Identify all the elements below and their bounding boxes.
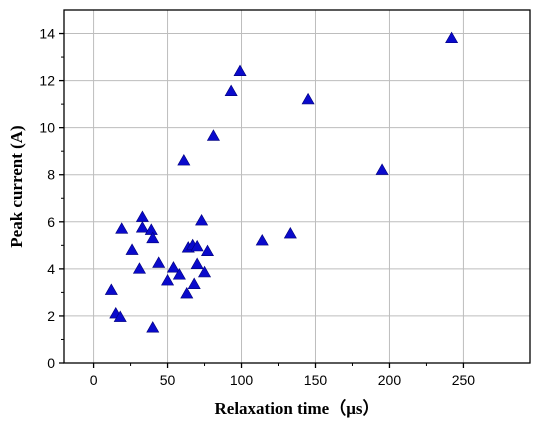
data-point	[200, 244, 215, 257]
data-point	[190, 239, 204, 252]
data-point	[172, 268, 186, 280]
data-point	[125, 243, 139, 255]
plot-area-frame	[63, 9, 531, 364]
y-tick-label: 12	[39, 73, 55, 89]
data-point	[224, 84, 238, 96]
y-tick-label: 2	[47, 308, 55, 324]
data-point	[166, 261, 180, 273]
data-point	[132, 262, 146, 274]
y-tick-label: 8	[47, 167, 55, 183]
y-tick-label: 6	[47, 214, 55, 230]
x-tick-label: 50	[160, 372, 176, 388]
data-point	[195, 214, 209, 226]
y-tick-label: 0	[47, 355, 55, 371]
data-point	[135, 221, 149, 233]
y-tick-label: 10	[39, 120, 55, 136]
data-point	[115, 222, 129, 234]
y-axis-title: Peak current (A)	[7, 125, 26, 247]
data-point	[152, 256, 166, 268]
y-axis-ticks: 0 2 4 6 8 10 12 14	[39, 26, 64, 371]
data-point	[113, 310, 127, 322]
y-tick-label: 14	[39, 26, 55, 42]
x-tick-label: 200	[378, 372, 402, 388]
data-point	[187, 277, 201, 289]
data-point	[233, 64, 247, 76]
data-point	[255, 234, 269, 246]
y-tick-label: 4	[47, 261, 55, 277]
data-point	[177, 154, 191, 166]
data-point	[104, 283, 118, 295]
data-point	[445, 31, 459, 44]
data-point	[180, 286, 194, 299]
data-points	[104, 31, 459, 333]
x-tick-label: 150	[304, 372, 328, 388]
data-point	[146, 231, 160, 244]
data-point	[375, 163, 389, 175]
data-point	[283, 226, 297, 239]
data-point	[161, 274, 175, 286]
data-point	[206, 129, 220, 141]
data-point	[190, 257, 204, 269]
x-tick-label: 100	[230, 372, 254, 388]
x-tick-label: 0	[90, 372, 98, 388]
x-tick-label: 250	[452, 372, 476, 388]
x-axis-ticks: 0 50 100 150 200 250	[90, 363, 476, 388]
data-point	[146, 321, 160, 333]
data-point	[301, 92, 315, 105]
x-axis-title: Relaxation time（μs）	[215, 398, 380, 418]
data-point	[198, 265, 212, 278]
